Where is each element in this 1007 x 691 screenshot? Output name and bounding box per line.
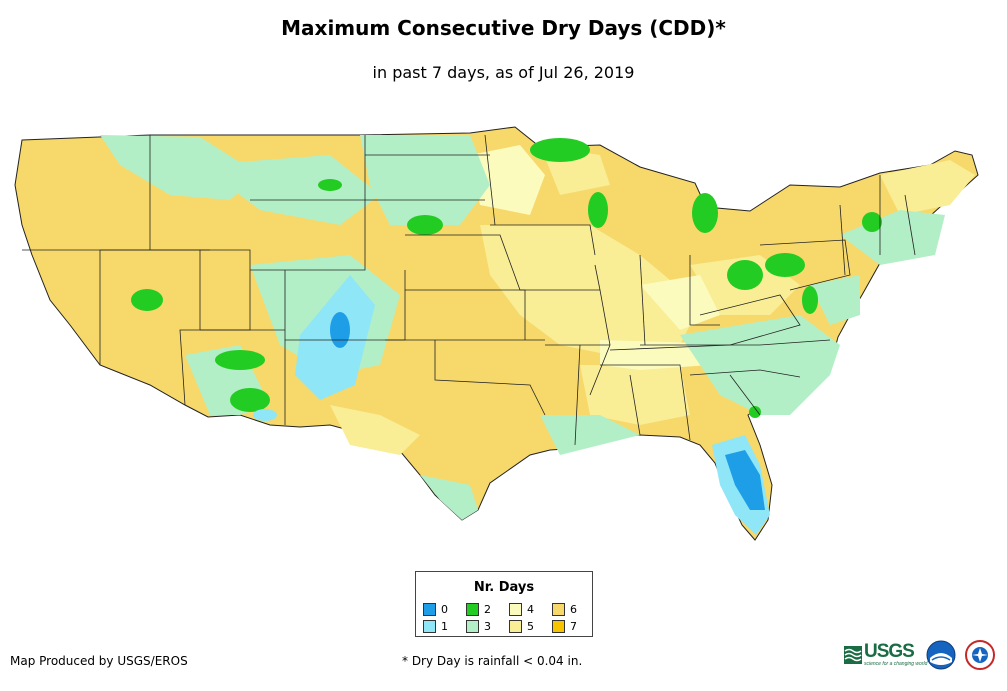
- legend-label-5: 5: [527, 620, 534, 633]
- map-title: Maximum Consecutive Dry Days (CDD)*: [281, 16, 726, 40]
- legend-label-3: 3: [484, 620, 491, 633]
- legend-title: Nr. Days: [473, 580, 535, 595]
- usgs-wordmark: USGS: [864, 641, 915, 662]
- legend: Nr. Days 0 1 2 3 4 5 6 7: [415, 571, 593, 637]
- zone-4-days: [470, 145, 720, 370]
- legend-swatch-2: [466, 603, 479, 616]
- nws-logo: [965, 640, 995, 670]
- noaa-logo: [926, 640, 956, 670]
- legend-swatch-6: [552, 603, 565, 616]
- legend-swatch-7: [552, 620, 565, 633]
- legend-label-7: 7: [570, 620, 577, 633]
- legend-swatch-1: [423, 620, 436, 633]
- map-credit: Map Produced by USGS/EROS: [10, 654, 188, 668]
- zone-0-days: [330, 312, 765, 510]
- legend-label-4: 4: [527, 603, 534, 616]
- legend-swatch-0: [423, 603, 436, 616]
- footnote: * Dry Day is rainfall < 0.04 in.: [402, 654, 583, 668]
- legend-swatch-5: [509, 620, 522, 633]
- usgs-logo: USGS science for a changing world: [844, 641, 927, 667]
- state-borders: [22, 134, 916, 446]
- legend-label-2: 2: [484, 603, 491, 616]
- us-cdd-map: [14, 126, 979, 541]
- legend-swatch-4: [509, 603, 522, 616]
- legend-label-0: 0: [441, 603, 448, 616]
- legend-swatch-3: [466, 620, 479, 633]
- map-subtitle: in past 7 days, as of Jul 26, 2019: [372, 63, 635, 82]
- usgs-tagline: science for a changing world: [864, 661, 928, 667]
- legend-label-1: 1: [441, 620, 448, 633]
- us-outline: [14, 126, 979, 541]
- usgs-wave-icon: [844, 646, 862, 664]
- legend-label-6: 6: [570, 603, 577, 616]
